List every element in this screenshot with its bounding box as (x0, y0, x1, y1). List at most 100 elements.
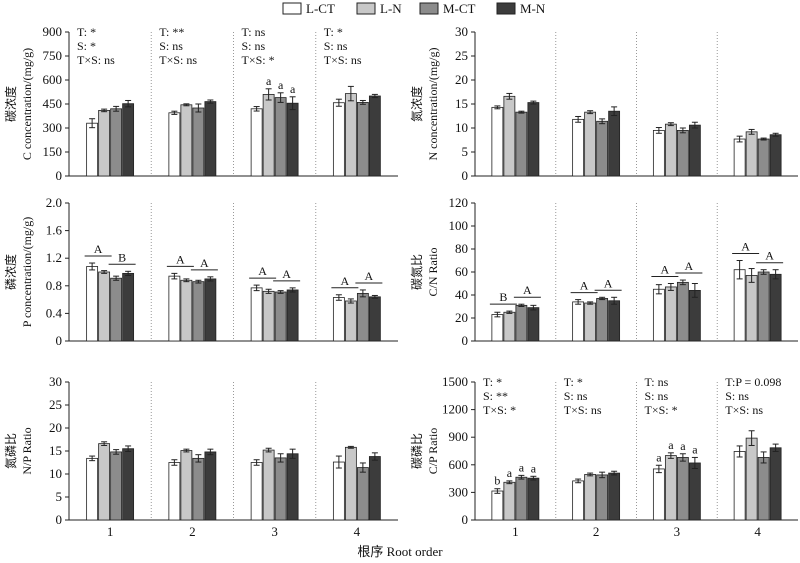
bar (515, 304, 528, 342)
y-tick-label: 5 (56, 489, 63, 504)
stat-annotation: S: ns (564, 389, 588, 403)
bar (572, 118, 585, 177)
stat-annotation: T: * (564, 375, 583, 389)
stat-annotation: S: ns (242, 39, 266, 53)
x-axis-title: 根序 Root order (357, 544, 443, 559)
y-axis-label-cn: 碳浓度 (3, 86, 18, 122)
y-axis-label-cn: 碳氮比 (409, 254, 424, 290)
bar (733, 138, 746, 177)
y-axis-label: 氮磷比 N/P Ratio (3, 427, 34, 474)
y-tick-label: 0 (56, 512, 63, 527)
bar (757, 457, 770, 521)
bar (86, 457, 99, 521)
group-significance-letter: A (365, 269, 374, 283)
bar (368, 95, 381, 177)
group-significance-letter: A (741, 240, 750, 254)
bar (733, 269, 746, 342)
significance-letter: a (266, 74, 272, 88)
bar (652, 468, 665, 521)
y-tick-label: 150 (43, 144, 63, 159)
bar (688, 462, 701, 521)
stat-annotation: T×S: ns (77, 53, 115, 67)
bar (733, 451, 746, 521)
bar (584, 474, 597, 521)
y-axis-label-cn: 磷浓度 (3, 254, 18, 290)
significance-letter: a (531, 461, 537, 475)
bar (286, 453, 299, 521)
y-tick-label: 0.4 (46, 305, 63, 320)
y-axis-label-cn: 氮浓度 (409, 86, 424, 122)
stat-annotation: T: * (77, 25, 96, 39)
significance-letter: a (278, 78, 284, 92)
y-tick-label: 0.8 (46, 278, 62, 293)
group-significance-letter: A (258, 264, 267, 278)
bar (168, 462, 181, 521)
bar (745, 437, 758, 521)
bar (368, 456, 381, 521)
group-significance-letter: A (282, 267, 291, 281)
y-tick-label: 30 (49, 374, 62, 389)
y-tick-label: 2.0 (46, 195, 62, 210)
y-tick-label: 750 (43, 48, 63, 63)
y-axis-label-en: C/P Ratio (426, 428, 440, 475)
x-tick-label: 1 (512, 524, 519, 539)
y-tick-label: 30 (455, 24, 468, 39)
chart-panel-5: 0 5 10 15 20 25 30 氮磷比 N/P Ratio 1 2 3 4 (3, 374, 398, 539)
group-significance-letter: A (765, 249, 774, 263)
bar (98, 110, 111, 177)
bar (192, 107, 205, 177)
y-axis-label: 碳氮比 C/N Ratio (409, 247, 440, 296)
bar (332, 102, 345, 177)
y-tick-label: 1200 (442, 402, 468, 417)
bar (527, 477, 540, 521)
y-tick-label: 300 (43, 120, 63, 135)
bar (168, 275, 181, 342)
y-tick-label: 100 (449, 218, 469, 233)
x-tick-label: 2 (593, 524, 600, 539)
x-tick-label: 3 (674, 524, 681, 539)
y-tick-label: 15 (455, 96, 468, 111)
bar (86, 266, 99, 342)
bar (503, 311, 516, 342)
y-tick-label: 80 (455, 241, 468, 256)
y-tick-label: 1500 (442, 374, 468, 389)
bar (491, 106, 504, 177)
bar (527, 307, 540, 342)
y-axis-label: 碳浓度 C concentration/(mg/g) (3, 48, 34, 160)
y-tick-label: 0 (462, 512, 469, 527)
group-significance-letter: A (604, 276, 613, 290)
bar (274, 291, 287, 342)
significance-letter: a (680, 439, 686, 453)
bar (262, 290, 275, 342)
bar (180, 279, 193, 342)
stat-annotation: T×S: * (645, 403, 678, 417)
significance-letter: b (494, 474, 500, 488)
bar (344, 93, 357, 177)
y-tick-label: 5 (462, 144, 469, 159)
stat-annotation: T:P = 0.098 (725, 375, 781, 389)
x-tick-label: 4 (754, 524, 761, 539)
bar (98, 443, 111, 521)
bar (572, 480, 585, 521)
y-tick-label: 120 (449, 195, 469, 210)
stat-annotation: S: ns (725, 389, 749, 403)
bar (110, 451, 123, 521)
bar (192, 281, 205, 342)
bar (491, 490, 504, 521)
legend-label-m-n: M-N (520, 1, 546, 16)
bar (192, 457, 205, 521)
stat-annotation: T×S: ns (159, 53, 197, 67)
significance-letter: a (656, 450, 662, 464)
bar (262, 449, 275, 521)
bar (515, 111, 528, 177)
y-axis-label: 磷浓度 P concentration/(mg/g) (3, 217, 34, 328)
x-tick-label: 2 (189, 524, 196, 539)
y-tick-label: 20 (49, 420, 62, 435)
y-axis-label-en: N/P Ratio (20, 427, 34, 474)
group-significance-letter: B (499, 290, 507, 304)
bar (491, 314, 504, 342)
y-tick-label: 600 (449, 457, 469, 472)
bar (608, 472, 621, 521)
bar (608, 110, 621, 177)
